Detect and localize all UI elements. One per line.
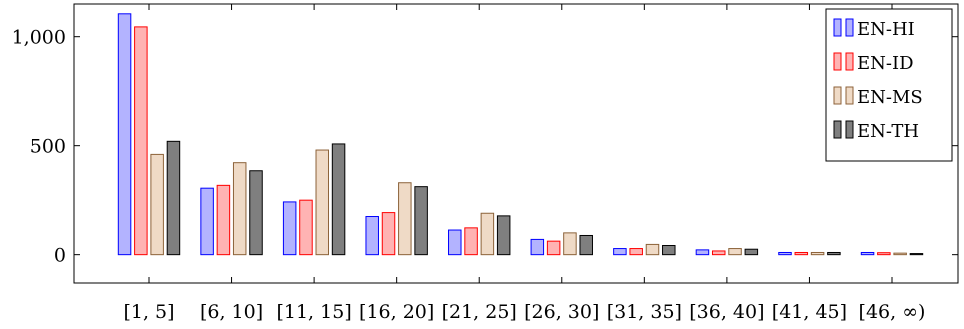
bar (200, 187, 214, 256)
x-tick-label: [16, 20] (359, 301, 434, 323)
legend-swatch (845, 18, 854, 37)
bar (711, 250, 726, 256)
x-tick-label: [36, 40] (689, 301, 764, 323)
x-tick-label: [41, 45] (772, 301, 847, 323)
bar (613, 248, 627, 256)
legend-swatch (845, 120, 854, 139)
x-tick-label: [1, 5] (123, 301, 174, 323)
legend-swatch (833, 120, 842, 139)
bar (117, 13, 132, 256)
bar (877, 252, 891, 256)
y-tick-label: 1,000 (12, 27, 66, 49)
bar (448, 229, 462, 256)
legend-label: EN-MS (857, 87, 923, 108)
y-tick-label: 500 (30, 136, 66, 158)
bar (744, 248, 759, 256)
bar (860, 251, 875, 256)
bar (282, 201, 297, 256)
x-tick-label: [11, 15] (276, 301, 351, 323)
bar (216, 184, 231, 256)
bar (778, 251, 792, 256)
bar (645, 243, 660, 256)
bar (794, 251, 809, 256)
y-tick-label: 0 (54, 245, 66, 267)
bar (496, 215, 511, 256)
bar (629, 248, 643, 256)
bar (546, 240, 561, 256)
bar (381, 212, 396, 256)
legend-swatch (833, 18, 842, 37)
bar (464, 227, 478, 256)
legend-swatch (833, 86, 842, 105)
bar (563, 232, 577, 256)
bar (893, 252, 907, 256)
legend-label: EN-HI (857, 19, 915, 40)
bar (299, 199, 313, 256)
bar (530, 238, 545, 256)
x-tick-label: [46, ∞) (859, 301, 926, 323)
bar (232, 162, 247, 256)
bar (579, 234, 593, 256)
x-tick-label: [31, 35] (607, 301, 682, 323)
legend-swatch (845, 86, 854, 105)
x-tick-label: [26, 30] (524, 301, 599, 323)
legend-label: EN-TH (857, 121, 919, 142)
x-tick-label: [6, 10] (200, 301, 263, 323)
axes (73, 3, 959, 284)
bar (166, 140, 181, 256)
legend-label: EN-ID (857, 53, 914, 74)
legend-swatch (833, 52, 842, 71)
bar (249, 170, 263, 256)
bar (134, 26, 148, 256)
bar (315, 149, 330, 256)
bar (365, 216, 379, 256)
bar (695, 249, 710, 256)
bar (414, 186, 428, 256)
x-tick-label: [21, 25] (442, 301, 517, 323)
bar (662, 245, 676, 256)
bar (398, 182, 412, 256)
bar (909, 253, 924, 256)
plot-frame (73, 3, 959, 284)
bar (728, 248, 742, 256)
bar (150, 153, 164, 256)
bar (480, 212, 495, 256)
legend: EN-HI EN-ID EN-MS EN-TH (825, 8, 953, 162)
legend-swatch (845, 52, 854, 71)
bar (810, 251, 825, 256)
bar (331, 143, 346, 256)
bars (117, 13, 924, 256)
bar (827, 251, 841, 256)
ticks: 0 500 1,000 [1, 5] [6, 10] [11, 15] [16, 20] [2… (12, 4, 958, 323)
